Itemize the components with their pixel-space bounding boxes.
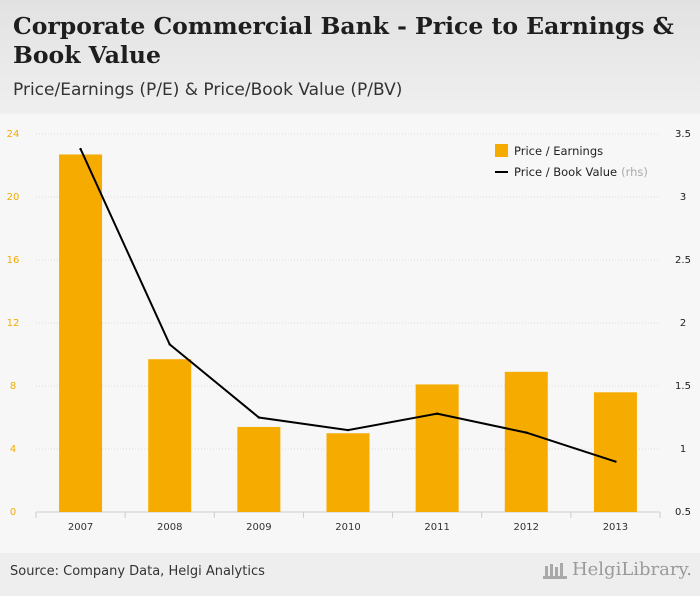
y-right-tick-label: 3.5 bbox=[675, 129, 691, 140]
legend-item-pbv: Price / Book Value (rhs) bbox=[495, 161, 648, 182]
header: Corporate Commercial Bank - Price to Ear… bbox=[0, 0, 700, 114]
brand-logo: HelgiLibrary. bbox=[542, 559, 692, 580]
pbv-point bbox=[614, 460, 617, 463]
x-tick-label: 2007 bbox=[68, 522, 93, 533]
pbv-point bbox=[346, 428, 350, 432]
chart-title: Corporate Commercial Bank - Price to Ear… bbox=[13, 12, 674, 69]
pbv-point bbox=[435, 412, 439, 415]
y-left-tick-label: 8 bbox=[10, 381, 16, 392]
y-left-tick-label: 20 bbox=[7, 192, 20, 203]
y-left-tick-label: 12 bbox=[7, 318, 20, 329]
y-right-tick-label: 3 bbox=[680, 192, 686, 203]
x-tick-label: 2010 bbox=[335, 522, 360, 533]
pbv-point bbox=[525, 431, 528, 434]
x-tick-label: 2013 bbox=[603, 522, 628, 533]
pe-bar bbox=[415, 384, 459, 512]
legend: Price / Earnings Price / Book Value (rhs… bbox=[495, 140, 648, 182]
pe-bar bbox=[59, 154, 103, 512]
y-left-tick-label: 0 bbox=[10, 507, 16, 518]
footer: Source: Company Data, Helgi Analytics He… bbox=[0, 553, 700, 596]
chart-subtitle: Price/Earnings (P/E) & Price/Book Value … bbox=[13, 80, 403, 100]
pbv-point bbox=[168, 343, 171, 346]
legend-item-pe: Price / Earnings bbox=[495, 140, 648, 161]
legend-bar-swatch bbox=[495, 144, 508, 157]
brand-name: HelgiLibrary. bbox=[571, 559, 692, 580]
pe-bar bbox=[237, 426, 281, 512]
y-left-tick-label: 16 bbox=[7, 255, 20, 266]
pe-bar bbox=[593, 392, 637, 512]
y-right-tick-label: 2.5 bbox=[675, 255, 691, 266]
legend-pbv-label: Price / Book Value bbox=[514, 164, 618, 179]
y-right-tick-label: 0.5 bbox=[675, 507, 691, 518]
x-tick-label: 2009 bbox=[246, 522, 271, 533]
y-right-tick-label: 2 bbox=[680, 318, 686, 329]
y-left-tick-label: 4 bbox=[10, 444, 16, 455]
x-tick-label: 2012 bbox=[514, 522, 539, 533]
source-note: Source: Company Data, Helgi Analytics bbox=[10, 564, 265, 579]
x-tick-label: 2011 bbox=[424, 522, 449, 533]
pe-bar bbox=[148, 359, 192, 512]
y-left-tick-label: 24 bbox=[7, 129, 20, 140]
library-icon bbox=[542, 562, 567, 579]
pbv-point bbox=[79, 147, 82, 151]
pbv-point bbox=[257, 416, 261, 419]
y-right-tick-label: 1 bbox=[680, 444, 686, 455]
legend-pe-label: Price / Earnings bbox=[514, 143, 604, 158]
pe-bar bbox=[504, 371, 548, 512]
legend-rhs-note: (rhs) bbox=[621, 164, 648, 179]
y-right-tick-label: 1.5 bbox=[675, 381, 691, 392]
legend-line-swatch bbox=[495, 170, 508, 173]
pe-bar bbox=[326, 433, 370, 512]
x-tick-label: 2008 bbox=[157, 522, 182, 533]
